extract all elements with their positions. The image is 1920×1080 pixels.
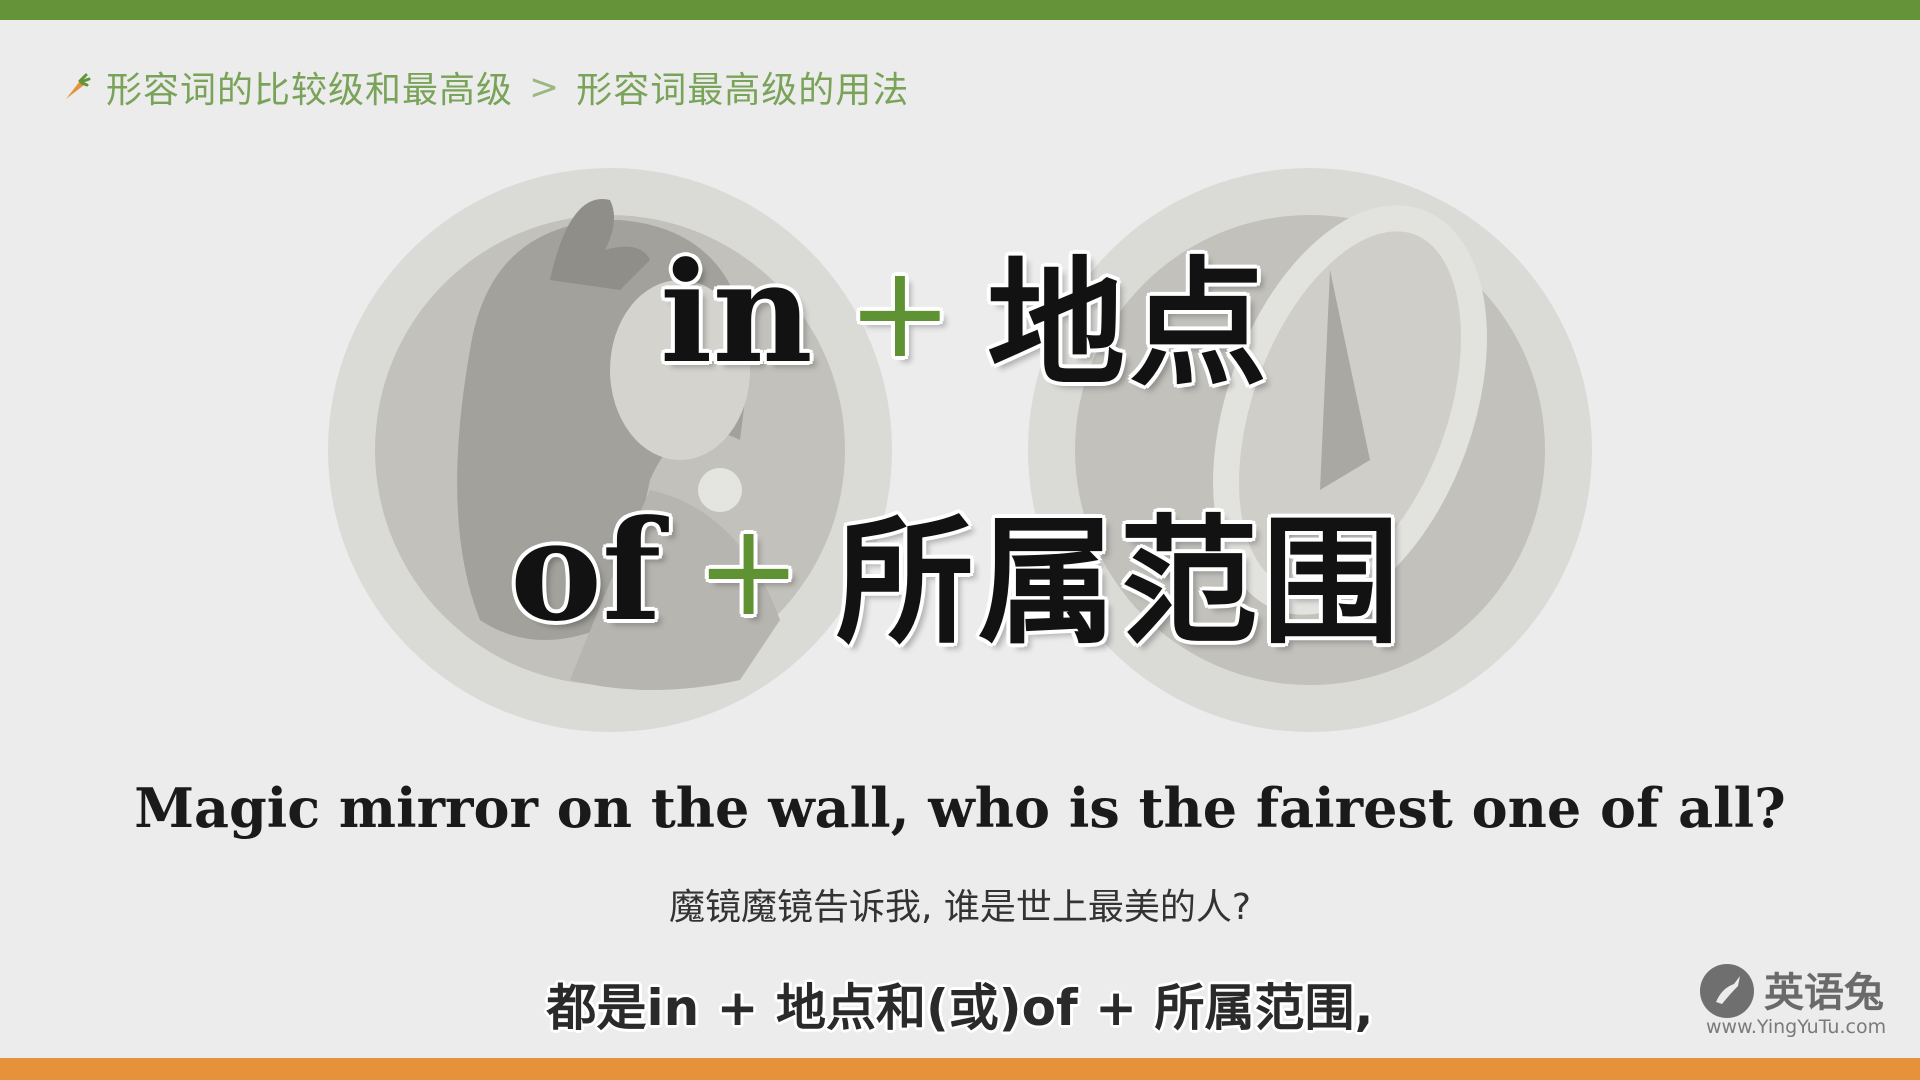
logo-name: 英语兔 — [1764, 969, 1884, 1016]
breadcrumb: 形容词的比较级和最高级 > 形容词最高级的用法 — [60, 62, 909, 112]
mirror-medallion — [1028, 168, 1592, 732]
video-subtitle: 都是in + 地点和(或)of + 所属范围, — [546, 979, 1374, 1037]
top-accent-bar — [0, 0, 1920, 20]
breadcrumb-parent: 形容词的比较级和最高级 — [106, 70, 514, 111]
example-sentence-chinese: 魔镜魔镜告诉我, 谁是世上最美的人? — [669, 887, 1251, 928]
headline-place-word: 地点 — [987, 244, 1272, 405]
headline-line-of: of + 所属范围 — [510, 488, 1404, 664]
headline-line-in: in + 地点 — [660, 230, 1271, 406]
example-sentence-english: Magic mirror on the wall, who is the fai… — [134, 776, 1786, 840]
bottom-accent-bar — [0, 1058, 1920, 1080]
carrot-icon — [60, 71, 92, 103]
headline-plus-2: + — [695, 496, 802, 644]
logo-url: www.YingYuTu.com — [1706, 1016, 1887, 1038]
headline-scope-word: 所属范围 — [835, 502, 1404, 663]
breadcrumb-separator: > — [529, 66, 561, 108]
yingyutu-logo: 英语兔 www.YingYuTu.com — [1700, 960, 1900, 1040]
breadcrumb-current: 形容词最高级的用法 — [576, 70, 910, 111]
headline-plus-1: + — [846, 238, 954, 386]
headline-of-word: of — [510, 488, 662, 652]
snow-white-mirror-illustration — [328, 168, 1592, 732]
headline-in-word: in — [660, 230, 813, 394]
princess-medallion — [328, 168, 892, 732]
rabbit-logo-icon — [1700, 964, 1754, 1018]
